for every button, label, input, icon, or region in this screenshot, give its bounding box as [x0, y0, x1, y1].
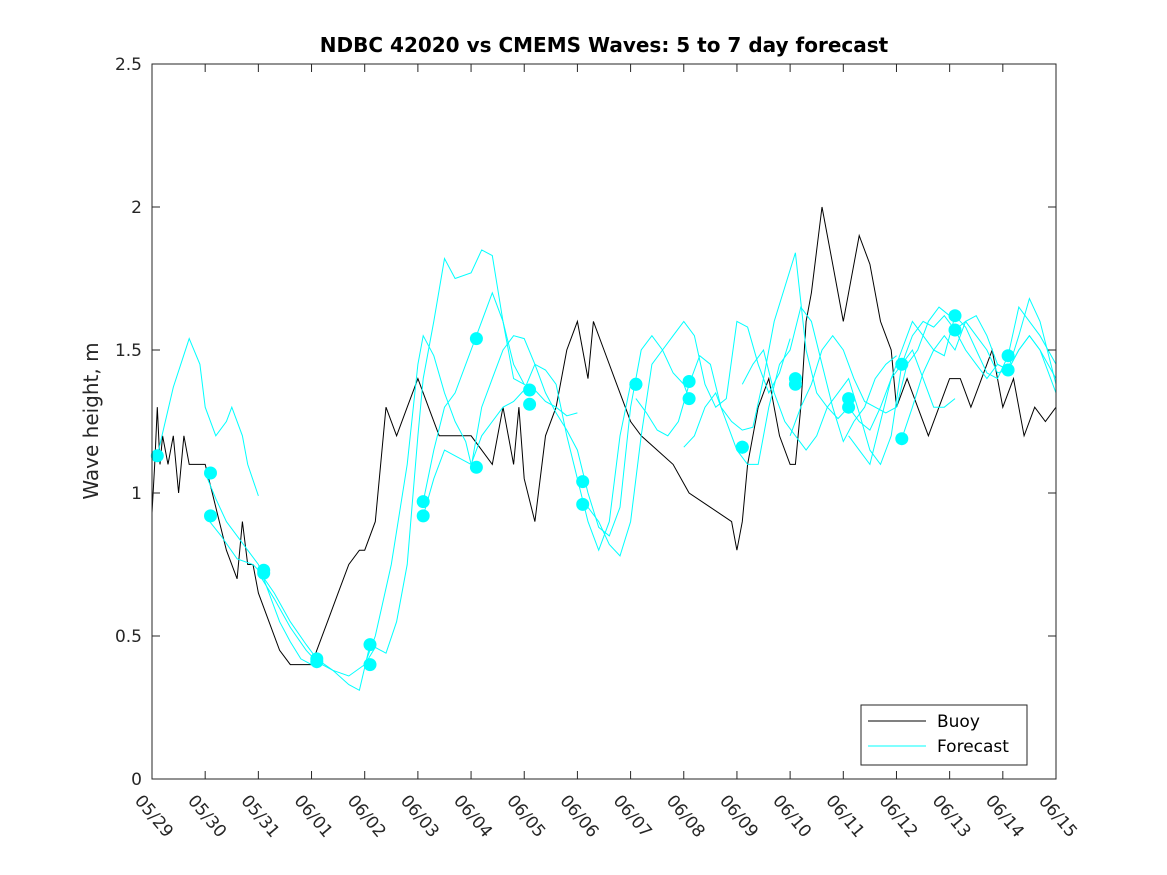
- forecast-start-marker: [416, 509, 430, 523]
- forecast-start-marker: [523, 397, 537, 411]
- forecast-line-15: [848, 297, 1057, 466]
- forecast-start-marker: [842, 392, 856, 406]
- forecast-line-11: [683, 305, 897, 465]
- forecast-start-marker: [948, 323, 962, 337]
- y-tick-label: 2.5: [115, 55, 142, 75]
- forecast-start-marker: [363, 638, 377, 652]
- y-tick-label: 0: [131, 770, 142, 790]
- series-layer: [151, 206, 1057, 692]
- forecast-start-marker: [895, 432, 909, 446]
- forecast-start-marker: [523, 383, 537, 397]
- forecast-start-marker: [257, 563, 271, 577]
- forecast-start-marker: [576, 497, 590, 511]
- forecast-line-7: [422, 363, 632, 552]
- forecast-line-3: [204, 515, 371, 692]
- forecast-start-marker: [416, 495, 430, 509]
- forecast-start-marker: [204, 466, 217, 480]
- forecast-start-marker: [363, 658, 377, 672]
- plot-area: [152, 64, 1056, 779]
- axes-box: [151, 63, 1057, 780]
- forecast-start-marker: [1001, 349, 1015, 363]
- legend: Buoy Forecast: [860, 704, 1028, 766]
- y-axis-label: Wave height, m: [79, 342, 103, 499]
- y-tick-label: 0.5: [115, 627, 142, 647]
- forecast-line-4: [257, 334, 472, 677]
- y-tick-label: 2: [131, 198, 142, 218]
- forecast-start-marker: [682, 392, 696, 406]
- legend-label-buoy: Buoy: [937, 712, 980, 732]
- marker-layer: [150, 309, 1015, 672]
- forecast-line-14: [901, 305, 1057, 439]
- y-tick-label: 1: [131, 484, 142, 504]
- forecast-start-marker: [629, 377, 643, 391]
- forecast-start-marker: [895, 357, 909, 371]
- forecast-start-marker: [204, 509, 217, 523]
- forecast-start-marker: [948, 309, 962, 323]
- legend-label-forecast: Forecast: [937, 737, 1009, 757]
- chart-title: NDBC 42020 vs CMEMS Waves: 5 to 7 day fo…: [320, 33, 889, 57]
- forecast-line-8: [470, 334, 690, 537]
- forecast-start-marker: [576, 475, 590, 489]
- forecast-line-9: [577, 320, 791, 557]
- y-tick-label: 1.5: [115, 341, 142, 361]
- forecast-line-12: [741, 348, 956, 466]
- forecast-line-5: [364, 249, 525, 665]
- forecast-line-1: [156, 337, 259, 497]
- forecast-start-marker: [788, 372, 802, 386]
- legend-box: [860, 704, 1028, 766]
- forecast-start-marker: [310, 652, 324, 666]
- forecast-start-marker: [1001, 363, 1015, 377]
- forecast-start-marker: [735, 440, 749, 454]
- forecast-start-marker: [682, 375, 696, 388]
- forecast-start-marker: [469, 332, 483, 346]
- forecast-line-17: [789, 306, 950, 436]
- forecast-start-marker: [150, 449, 164, 463]
- forecast-start-marker: [469, 460, 483, 474]
